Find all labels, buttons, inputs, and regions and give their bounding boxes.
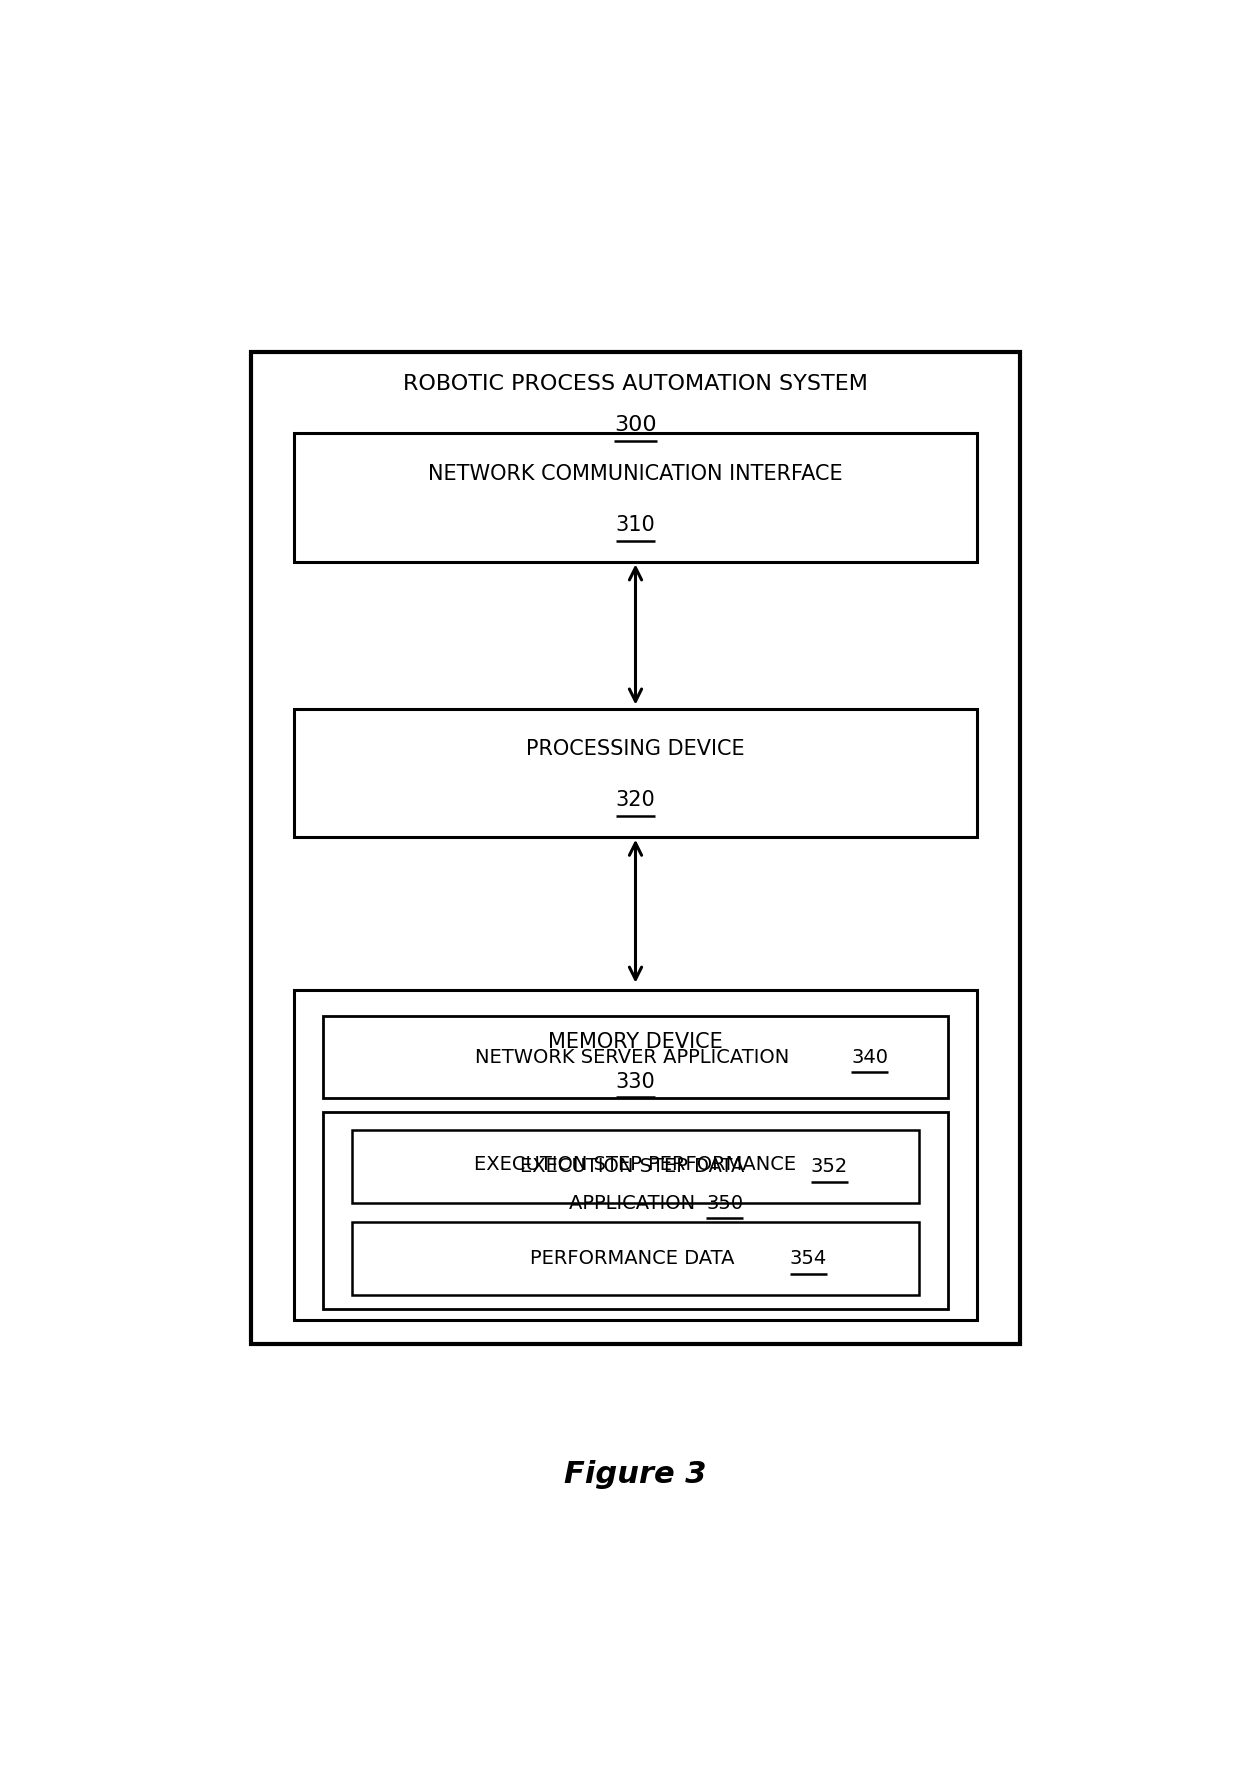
Bar: [324, 1016, 947, 1098]
Bar: [352, 1223, 919, 1295]
Text: 310: 310: [615, 515, 656, 535]
Text: MEMORY DEVICE: MEMORY DEVICE: [548, 1032, 723, 1051]
Text: 300: 300: [614, 415, 657, 434]
Text: NETWORK SERVER APPLICATION: NETWORK SERVER APPLICATION: [475, 1048, 796, 1067]
Text: PERFORMANCE DATA: PERFORMANCE DATA: [531, 1250, 740, 1268]
Bar: [294, 433, 977, 561]
Text: NETWORK COMMUNICATION INTERFACE: NETWORK COMMUNICATION INTERFACE: [428, 465, 843, 485]
Bar: [294, 708, 977, 837]
Text: 350: 350: [707, 1194, 744, 1212]
Text: 352: 352: [811, 1157, 848, 1177]
Bar: [324, 1112, 947, 1309]
Bar: [352, 1130, 919, 1203]
Text: EXECUTION STEP PERFORMANCE: EXECUTION STEP PERFORMANCE: [475, 1155, 796, 1175]
Text: EXECUTION STEP DATA: EXECUTION STEP DATA: [521, 1157, 750, 1177]
Bar: [250, 352, 1021, 1343]
Bar: [294, 991, 977, 1320]
Text: PROCESSING DEVICE: PROCESSING DEVICE: [526, 740, 745, 760]
Text: 320: 320: [615, 790, 656, 810]
Text: Figure 3: Figure 3: [564, 1459, 707, 1489]
Text: 340: 340: [852, 1048, 889, 1067]
Text: ROBOTIC PROCESS AUTOMATION SYSTEM: ROBOTIC PROCESS AUTOMATION SYSTEM: [403, 374, 868, 393]
Text: 354: 354: [790, 1250, 827, 1268]
Text: APPLICATION: APPLICATION: [569, 1194, 702, 1212]
Text: 330: 330: [615, 1073, 656, 1092]
